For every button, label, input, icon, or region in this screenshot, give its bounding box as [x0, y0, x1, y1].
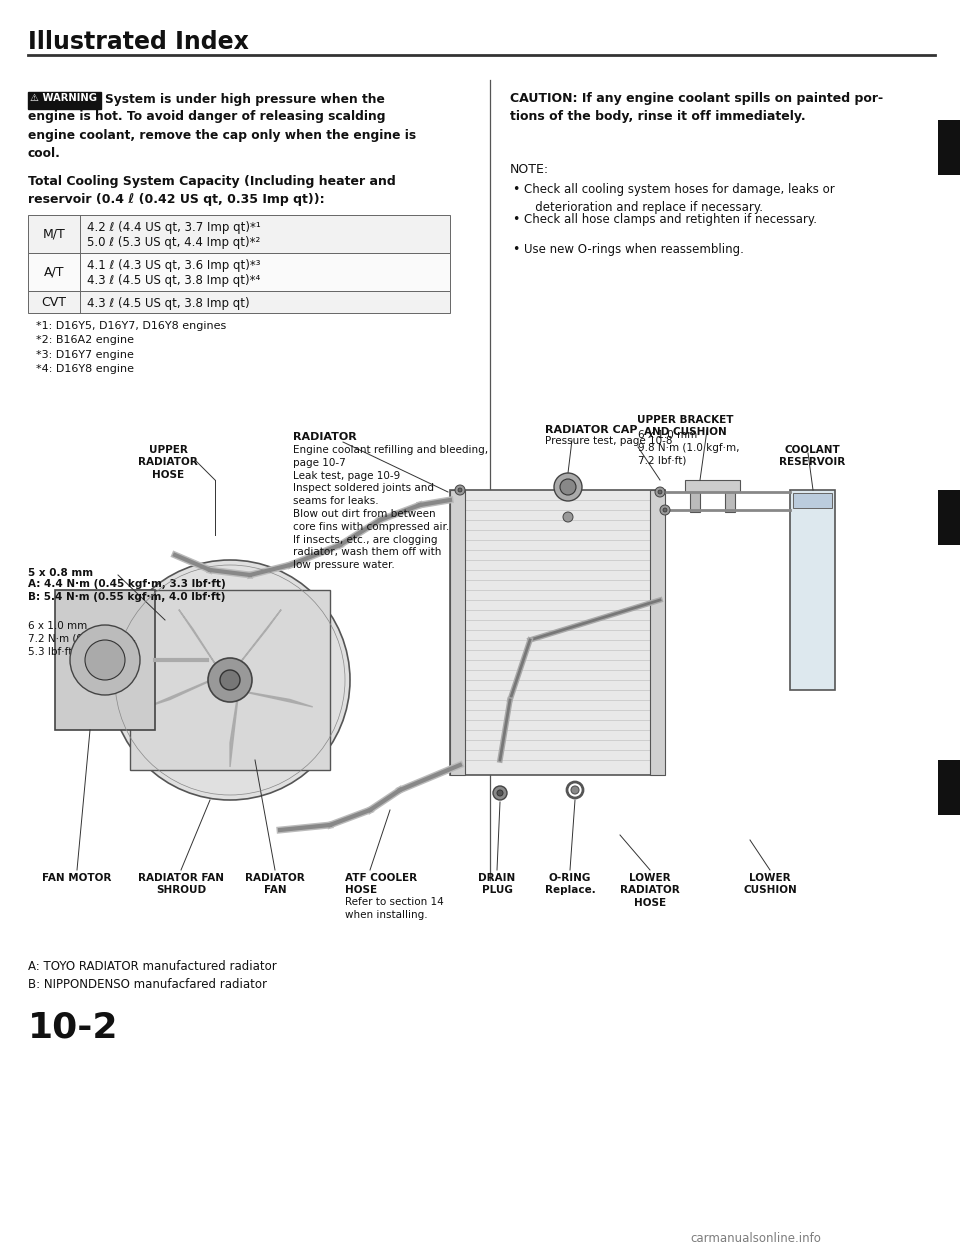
Text: NOTE:: NOTE: — [510, 163, 549, 176]
Text: Use new O-rings when reassembling.: Use new O-rings when reassembling. — [524, 243, 744, 256]
Text: 6 x 1.0 mm
9.8 N·m (1.0 kgf·m,
7.2 lbf·ft): 6 x 1.0 mm 9.8 N·m (1.0 kgf·m, 7.2 lbf·f… — [638, 430, 739, 466]
Circle shape — [110, 560, 350, 800]
Polygon shape — [233, 689, 313, 707]
Bar — [690, 492, 700, 512]
Text: 4.2 ℓ (4.4 US qt, 3.7 Imp qt)*¹: 4.2 ℓ (4.4 US qt, 3.7 Imp qt)*¹ — [87, 221, 261, 233]
Circle shape — [208, 658, 252, 702]
Text: Check all hose clamps and retighten if necessary.: Check all hose clamps and retighten if n… — [524, 212, 817, 226]
Circle shape — [655, 487, 665, 497]
Text: •: • — [512, 183, 519, 196]
Bar — [28, 92, 101, 109]
Text: ⚠ WARNING: ⚠ WARNING — [30, 93, 97, 103]
Bar — [650, 491, 665, 775]
Text: •: • — [512, 243, 519, 256]
Bar — [685, 479, 740, 492]
Circle shape — [455, 484, 465, 496]
Circle shape — [70, 625, 140, 696]
Bar — [450, 491, 665, 775]
Text: •: • — [512, 212, 519, 226]
Text: 4.3 ℓ (4.5 US qt, 3.8 Imp qt): 4.3 ℓ (4.5 US qt, 3.8 Imp qt) — [87, 297, 250, 310]
Circle shape — [85, 640, 125, 681]
Text: System is under high pressure when the: System is under high pressure when the — [105, 93, 385, 106]
Text: O-RING
Replace.: O-RING Replace. — [544, 873, 595, 895]
Bar — [938, 760, 960, 815]
Text: *1: D16Y5, D16Y7, D16Y8 engines
*2: B16A2 engine
*3: D16Y7 engine
*4: D16Y8 engi: *1: D16Y5, D16Y7, D16Y8 engines *2: B16A… — [36, 320, 227, 374]
Bar — [790, 491, 835, 691]
Circle shape — [493, 786, 507, 800]
Bar — [28, 291, 450, 313]
Circle shape — [563, 512, 573, 522]
Circle shape — [560, 479, 576, 496]
Circle shape — [571, 786, 579, 794]
Text: COOLANT
RESERVOIR: COOLANT RESERVOIR — [779, 445, 845, 467]
Polygon shape — [147, 671, 233, 707]
Text: 4.3 ℓ (4.5 US qt, 3.8 Imp qt)*⁴: 4.3 ℓ (4.5 US qt, 3.8 Imp qt)*⁴ — [87, 274, 260, 287]
Text: Total Cooling System Capacity (Including heater and
reservoir (0.4 ℓ (0.42 US qt: Total Cooling System Capacity (Including… — [28, 175, 396, 206]
Text: A/T: A/T — [44, 266, 64, 278]
Text: Illustrated Index: Illustrated Index — [28, 30, 249, 53]
Circle shape — [658, 491, 662, 494]
Bar — [28, 253, 450, 291]
Circle shape — [663, 508, 667, 512]
Circle shape — [554, 473, 582, 501]
Text: ATF COOLER
HOSE: ATF COOLER HOSE — [345, 873, 418, 895]
Text: 5.0 ℓ (5.3 US qt, 4.4 Imp qt)*²: 5.0 ℓ (5.3 US qt, 4.4 Imp qt)*² — [87, 236, 260, 248]
Text: LOWER
CUSHION: LOWER CUSHION — [743, 873, 797, 895]
Polygon shape — [222, 610, 281, 686]
Circle shape — [220, 669, 240, 691]
Bar — [450, 491, 465, 775]
Text: A: 4.4 N·m (0.45 kgf·m, 3.3 lbf·ft)
B: 5.4 N·m (0.55 kgf·m, 4.0 lbf·ft): A: 4.4 N·m (0.45 kgf·m, 3.3 lbf·ft) B: 5… — [28, 579, 226, 602]
Text: LOWER
RADIATOR
HOSE: LOWER RADIATOR HOSE — [620, 873, 680, 908]
Text: RADIATOR: RADIATOR — [293, 432, 357, 442]
Text: 6 x 1.0 mm
7.2 N·m (0.73 kgf·m,
5.3 lbf·ft): 6 x 1.0 mm 7.2 N·m (0.73 kgf·m, 5.3 lbf·… — [28, 621, 136, 657]
Text: RADIATOR CAP: RADIATOR CAP — [545, 425, 637, 435]
Bar — [55, 590, 155, 730]
Circle shape — [458, 488, 462, 492]
Text: Engine coolant refilling and bleeding,
page 10-7
Leak test, page 10-9
Inspect so: Engine coolant refilling and bleeding, p… — [293, 445, 488, 570]
Text: Pressure test, page 10-8: Pressure test, page 10-8 — [545, 436, 673, 446]
Text: DRAIN
PLUG: DRAIN PLUG — [478, 873, 516, 895]
Bar — [28, 215, 450, 253]
Text: Check all cooling system hoses for damage, leaks or
   deterioration and replace: Check all cooling system hoses for damag… — [524, 183, 835, 214]
Text: 4.1 ℓ (4.3 US qt, 3.6 Imp qt)*³: 4.1 ℓ (4.3 US qt, 3.6 Imp qt)*³ — [87, 260, 260, 272]
Polygon shape — [230, 681, 240, 768]
Text: CAUTION: If any engine coolant spills on painted por-
tions of the body, rinse i: CAUTION: If any engine coolant spills on… — [510, 92, 883, 123]
Text: 5 x 0.8 mm: 5 x 0.8 mm — [28, 568, 93, 578]
Text: UPPER
RADIATOR
HOSE: UPPER RADIATOR HOSE — [138, 445, 198, 479]
Text: A: TOYO RADIATOR manufactured radiator
B: NIPPONDENSO manufacfared radiator: A: TOYO RADIATOR manufactured radiator B… — [28, 960, 276, 991]
Bar — [130, 590, 330, 770]
Text: 10-2: 10-2 — [28, 1010, 118, 1045]
Polygon shape — [179, 610, 222, 674]
Circle shape — [497, 790, 503, 796]
Text: Refer to section 14
when installing.: Refer to section 14 when installing. — [345, 897, 444, 920]
Bar — [725, 492, 735, 512]
Circle shape — [660, 505, 670, 515]
Text: carmanualsonline.info: carmanualsonline.info — [690, 1232, 821, 1242]
Bar — [793, 493, 832, 508]
Text: CVT: CVT — [41, 296, 66, 308]
Text: UPPER BRACKET
AND CUSHION: UPPER BRACKET AND CUSHION — [636, 415, 733, 437]
Bar — [938, 120, 960, 175]
Text: M/T: M/T — [42, 227, 65, 241]
Text: RADIATOR
FAN: RADIATOR FAN — [245, 873, 305, 895]
Bar — [938, 491, 960, 545]
Text: RADIATOR FAN
SHROUD: RADIATOR FAN SHROUD — [138, 873, 224, 895]
Text: FAN MOTOR: FAN MOTOR — [42, 873, 111, 883]
Text: engine is hot. To avoid danger of releasing scalding
engine coolant, remove the : engine is hot. To avoid danger of releas… — [28, 111, 416, 160]
